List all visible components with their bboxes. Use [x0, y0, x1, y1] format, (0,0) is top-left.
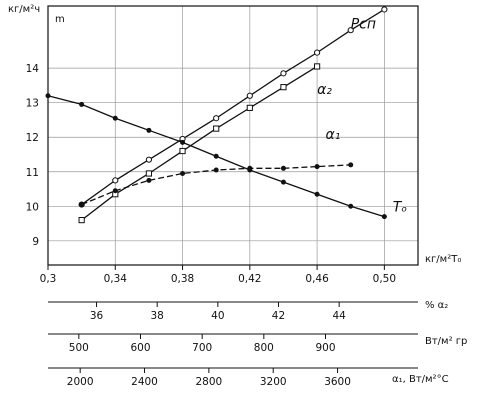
axis-tick-label-a2: 800 — [254, 342, 274, 354]
axis-tick-label-p: 0,50 — [373, 273, 396, 285]
y-tick-label: 9 — [32, 236, 39, 248]
data-point — [112, 177, 119, 184]
data-point — [146, 177, 152, 183]
data-point — [348, 203, 354, 209]
data-point — [280, 165, 286, 171]
data-point — [145, 170, 153, 177]
data-point — [313, 49, 321, 56]
axis-tick-label-a2pct: 44 — [332, 310, 346, 322]
axis-tick-label-a1: 2400 — [131, 376, 158, 388]
data-point — [179, 147, 186, 155]
axis-tick-label-a2pct: 36 — [90, 310, 104, 322]
axis-label-a2pct: % α₂ — [425, 300, 448, 311]
axis-tick-label-a2pct: 42 — [272, 310, 285, 322]
y-tick-label: 11 — [26, 167, 39, 179]
data-point — [313, 63, 321, 70]
axis-tick-label-a1: 2000 — [67, 376, 94, 388]
data-point — [145, 156, 153, 163]
axis-tick-label-a1: 2800 — [196, 376, 223, 388]
data-point — [213, 125, 220, 132]
data-point — [280, 179, 286, 185]
axis-tick-label-a1: 3600 — [324, 376, 351, 388]
data-point — [213, 115, 220, 122]
data-point — [280, 84, 287, 91]
data-point — [381, 6, 388, 13]
series-line — [81, 8, 385, 206]
series-label: Tₒ — [393, 199, 408, 215]
series-label: α₁ — [326, 127, 341, 143]
data-point — [79, 101, 85, 107]
axis-tick-label-p: 0,34 — [104, 273, 128, 285]
axis-tick-label-p: 0,42 — [238, 273, 261, 285]
data-point — [247, 167, 253, 173]
y-unit-left: кг/м²ч — [8, 4, 40, 15]
y-tick-label: 10 — [26, 201, 39, 213]
data-point — [112, 115, 118, 121]
data-point — [213, 167, 219, 173]
axis-tick-label-a2: 900 — [315, 342, 335, 354]
y-tick-label: 13 — [26, 98, 39, 110]
series-label: α₂ — [317, 82, 332, 98]
axis-tick-label-p: 0,3 — [40, 273, 57, 285]
data-point — [146, 127, 152, 133]
data-point — [314, 191, 320, 197]
data-point — [314, 164, 320, 170]
data-point — [78, 217, 85, 224]
axis-tick-label-p: 0,38 — [171, 273, 194, 285]
series-line — [81, 65, 318, 221]
axis-label-a2: Вт/м² гр — [425, 336, 467, 347]
axis-tick-label-a2: 700 — [192, 342, 212, 354]
data-point — [246, 104, 253, 111]
data-point — [347, 27, 354, 34]
y-tick-label: 14 — [26, 63, 40, 75]
data-point — [79, 202, 85, 208]
axis-tick-label-a2: 500 — [69, 342, 89, 354]
axis-tick-label-p: 0,46 — [305, 273, 329, 285]
axis-label-a1: α₁, Вт/м²°С — [392, 374, 449, 385]
series-label: Pсп — [351, 16, 376, 32]
data-point — [112, 188, 118, 194]
y-tick-label: 12 — [26, 132, 39, 144]
data-point — [246, 92, 253, 99]
axis-tick-label-a1: 3200 — [260, 376, 287, 388]
axis-tick-label-a2pct: 38 — [150, 310, 163, 322]
data-point — [381, 214, 387, 220]
data-point — [213, 153, 219, 159]
data-point — [180, 170, 186, 176]
data-point — [45, 93, 51, 99]
axis-tick-label-a2: 600 — [130, 342, 150, 354]
data-point — [280, 70, 287, 77]
data-point — [180, 139, 186, 145]
axis-tick-label-a2pct: 40 — [211, 310, 224, 322]
y-unit-right: m — [55, 14, 65, 25]
plot-frame — [47, 5, 419, 266]
axis-label-p: кг/м²Т₀ — [425, 254, 461, 265]
data-point — [348, 162, 354, 168]
